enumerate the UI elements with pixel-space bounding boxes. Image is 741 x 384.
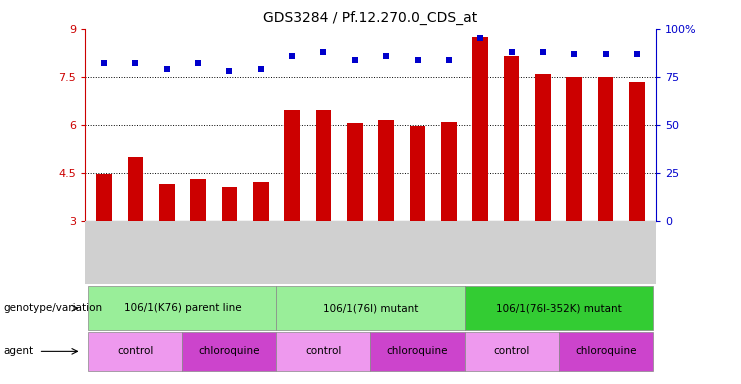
- Point: [568, 51, 580, 57]
- Bar: [379, 120, 394, 221]
- Bar: [441, 122, 456, 221]
- Bar: [253, 182, 268, 221]
- Bar: [410, 126, 425, 221]
- Point: [255, 66, 267, 72]
- Point: [98, 60, 110, 66]
- Text: agent: agent: [4, 346, 34, 356]
- Bar: [316, 111, 331, 221]
- Bar: [535, 74, 551, 221]
- Bar: [629, 82, 645, 221]
- Bar: [347, 123, 362, 221]
- Text: control: control: [117, 346, 153, 356]
- Text: genotype/variation: genotype/variation: [4, 303, 103, 313]
- Point: [443, 56, 455, 63]
- Text: control: control: [494, 346, 530, 356]
- Bar: [159, 184, 175, 221]
- Point: [224, 68, 236, 74]
- Bar: [190, 179, 206, 221]
- Point: [505, 49, 517, 55]
- Point: [537, 49, 549, 55]
- Bar: [566, 77, 582, 221]
- Point: [349, 56, 361, 63]
- Point: [631, 51, 643, 57]
- Text: 106/1(76I-352K) mutant: 106/1(76I-352K) mutant: [496, 303, 622, 313]
- Point: [161, 66, 173, 72]
- Bar: [222, 187, 237, 221]
- Point: [380, 53, 392, 59]
- Bar: [127, 157, 143, 221]
- Text: chloroquine: chloroquine: [575, 346, 637, 356]
- Text: chloroquine: chloroquine: [387, 346, 448, 356]
- Text: chloroquine: chloroquine: [199, 346, 260, 356]
- Point: [192, 60, 204, 66]
- Point: [411, 56, 423, 63]
- Text: control: control: [305, 346, 342, 356]
- Text: 106/1(76I) mutant: 106/1(76I) mutant: [323, 303, 418, 313]
- Point: [474, 35, 486, 41]
- Point: [318, 49, 330, 55]
- Point: [286, 53, 298, 59]
- Bar: [472, 37, 488, 221]
- Text: 106/1(K76) parent line: 106/1(K76) parent line: [124, 303, 242, 313]
- Title: GDS3284 / Pf.12.270.0_CDS_at: GDS3284 / Pf.12.270.0_CDS_at: [263, 11, 478, 25]
- Point: [130, 60, 142, 66]
- Bar: [285, 111, 300, 221]
- Bar: [598, 77, 614, 221]
- Point: [599, 51, 611, 57]
- Bar: [96, 174, 112, 221]
- Bar: [504, 56, 519, 221]
